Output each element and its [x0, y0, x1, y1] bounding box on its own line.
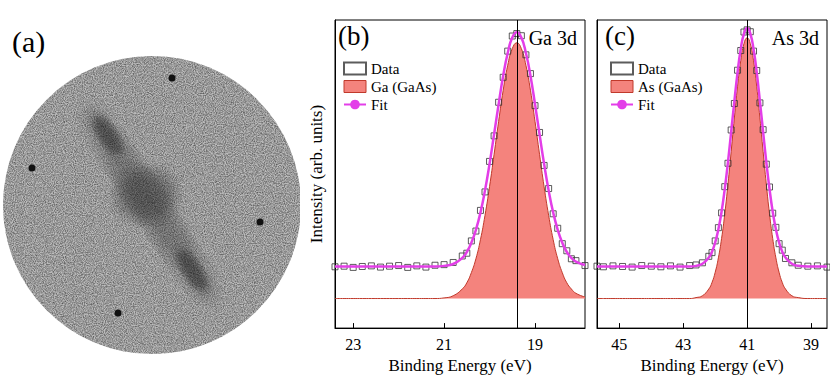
svg-text:(b): (b) [338, 21, 369, 51]
svg-text:Fit: Fit [638, 97, 656, 113]
svg-text:(c): (c) [605, 21, 635, 51]
svg-text:41: 41 [739, 336, 755, 353]
svg-text:Binding Energy (eV): Binding Energy (eV) [388, 356, 531, 375]
svg-text:43: 43 [675, 336, 691, 353]
svg-text:Fit: Fit [371, 97, 389, 113]
svg-text:21: 21 [436, 336, 452, 353]
svg-text:Data: Data [371, 61, 400, 77]
svg-text:Binding Energy (eV): Binding Energy (eV) [640, 356, 783, 375]
svg-text:19: 19 [527, 336, 543, 353]
svg-text:45: 45 [611, 336, 627, 353]
svg-text:As 3d: As 3d [772, 27, 819, 49]
svg-text:Ga (GaAs): Ga (GaAs) [371, 79, 436, 96]
svg-text:(a): (a) [12, 25, 45, 59]
svg-text:23: 23 [345, 336, 361, 353]
svg-text:Ga 3d: Ga 3d [529, 27, 577, 49]
svg-text:Intensity (arb. units): Intensity (arb. units) [307, 105, 326, 243]
svg-text:Data: Data [638, 61, 667, 77]
svg-text:39: 39 [803, 336, 819, 353]
svg-text:As (GaAs): As (GaAs) [638, 79, 703, 96]
